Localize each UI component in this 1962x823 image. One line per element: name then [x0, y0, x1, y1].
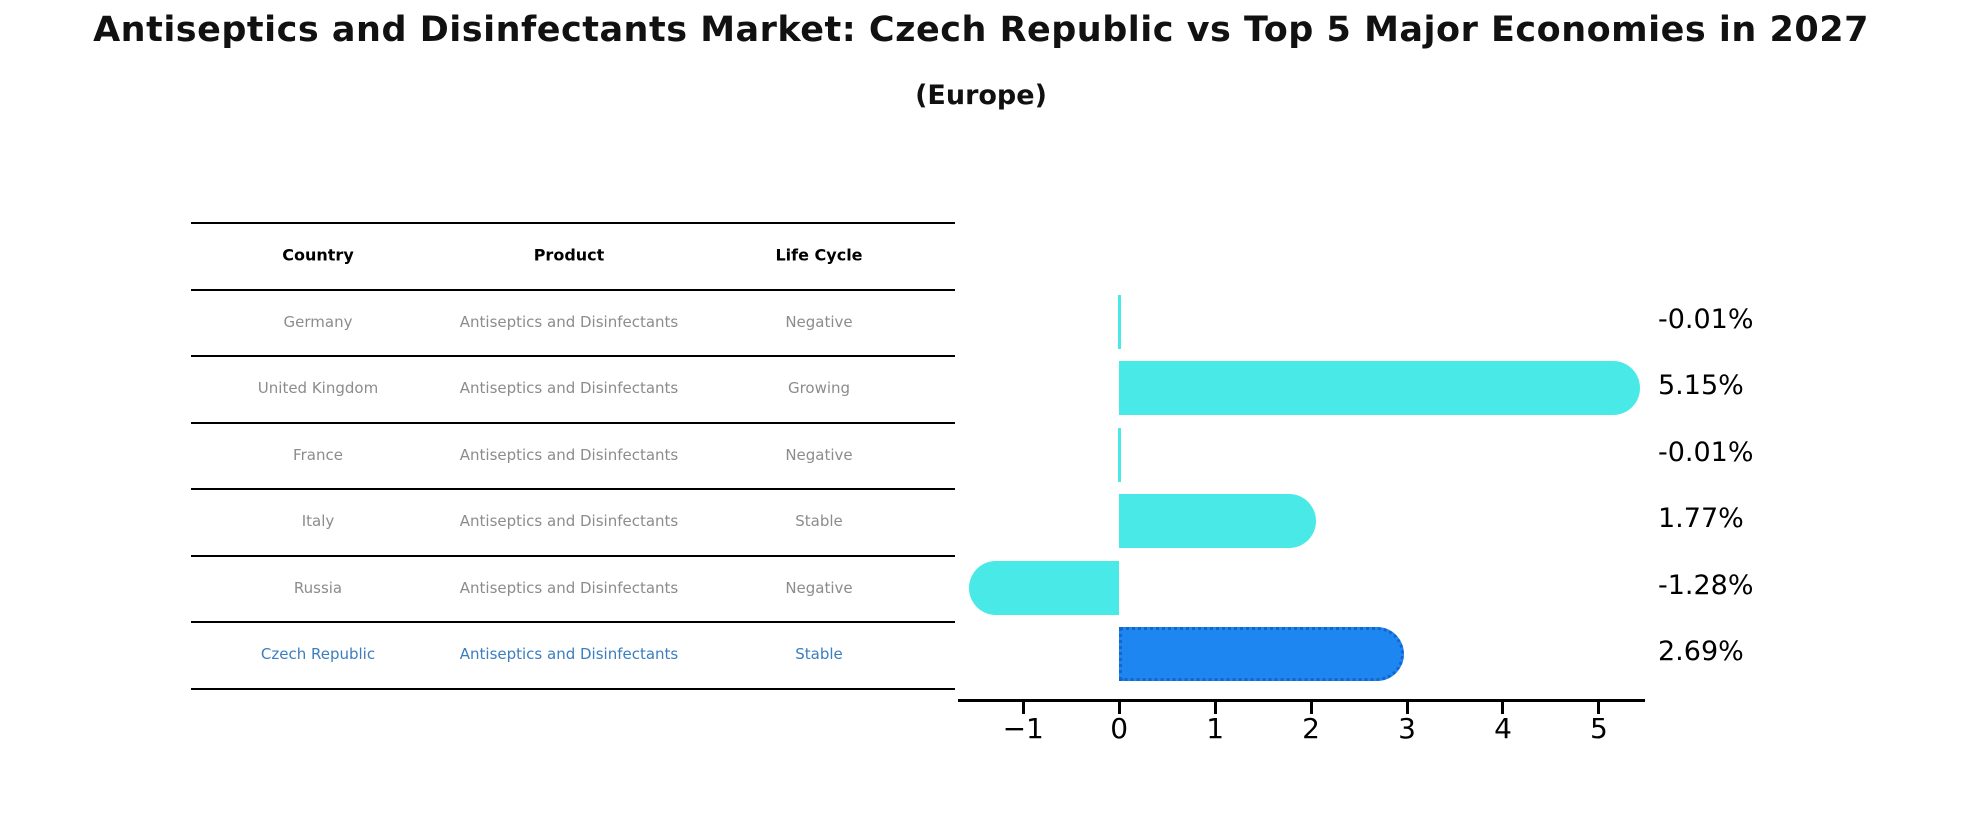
- cell-product-russia: Antiseptics and Disinfectants: [459, 578, 679, 597]
- header-cell-life-cycle: Life Cycle: [775, 245, 863, 265]
- value-label-italy: 1.77%: [1658, 503, 1744, 534]
- cell-country-germany: Germany: [283, 312, 353, 331]
- header-cell-country: Country: [282, 245, 354, 265]
- table-divider: [191, 288, 955, 291]
- cell-product-france: Antiseptics and Disinfectants: [459, 445, 679, 464]
- header-cell-product: Product: [533, 245, 605, 265]
- bar-russia: [969, 560, 1120, 615]
- x-tick-label: 4: [1494, 712, 1512, 745]
- table-divider: [191, 554, 955, 557]
- x-tick: [1501, 702, 1505, 714]
- x-tick-label: 3: [1398, 712, 1416, 745]
- value-label-france: -0.01%: [1658, 436, 1754, 468]
- cell-life-cycle-russia: Negative: [785, 578, 853, 597]
- table-divider: [191, 355, 955, 357]
- table-divider: [191, 421, 955, 424]
- cell-life-cycle-germany: Negative: [785, 312, 853, 331]
- x-tick-label: −1: [1002, 712, 1044, 745]
- cell-country-russia: Russia: [293, 578, 343, 597]
- x-tick: [1213, 702, 1217, 714]
- value-label-czech-republic: 2.69%: [1658, 636, 1744, 667]
- table-divider: [191, 687, 955, 690]
- bar-italy: [1119, 494, 1317, 548]
- cell-product-italy: Antiseptics and Disinfectants: [459, 512, 679, 531]
- cell-country-france: France: [293, 445, 343, 464]
- bar-united-kingdom: [1119, 361, 1641, 415]
- x-tick: [1405, 702, 1409, 714]
- value-label-germany: -0.01%: [1658, 303, 1754, 335]
- cell-country-czech-republic: Czech Republic: [260, 645, 376, 664]
- cell-life-cycle-italy: Stable: [795, 512, 843, 531]
- value-label-united-kingdom: 5.15%: [1658, 370, 1744, 401]
- x-tick: [1309, 702, 1313, 714]
- x-tick-label: 2: [1302, 712, 1321, 745]
- x-tick-label: 5: [1590, 712, 1608, 745]
- x-tick-label: 1: [1206, 712, 1225, 745]
- value-label-russia: -1.28%: [1658, 569, 1754, 601]
- bar-czech-republic: [1119, 627, 1405, 681]
- table-divider: [191, 621, 955, 623]
- bar-france: [1117, 427, 1121, 482]
- cell-product-germany: Antiseptics and Disinfectants: [459, 312, 679, 331]
- x-tick: [1117, 702, 1121, 714]
- cell-life-cycle-france: Negative: [785, 445, 853, 464]
- cell-product-czech-republic: Antiseptics and Disinfectants: [459, 645, 679, 664]
- x-axis-line: [958, 699, 1645, 702]
- cell-life-cycle-czech-republic: Stable: [795, 645, 843, 664]
- x-tick: [1597, 702, 1601, 714]
- chart-title: Antiseptics and Disinfectants Market: Cz…: [93, 10, 1869, 50]
- bar-germany: [1117, 294, 1121, 349]
- cell-country-italy: Italy: [301, 512, 335, 531]
- x-tick-label: 0: [1110, 712, 1129, 745]
- table-divider: [191, 222, 955, 224]
- chart-subtitle: (Europe): [915, 80, 1047, 111]
- x-tick: [1021, 702, 1025, 714]
- cell-life-cycle-united-kingdom: Growing: [787, 379, 851, 398]
- table-divider: [191, 488, 955, 490]
- cell-country-united-kingdom: United Kingdom: [257, 379, 379, 398]
- cell-product-united-kingdom: Antiseptics and Disinfectants: [459, 379, 679, 398]
